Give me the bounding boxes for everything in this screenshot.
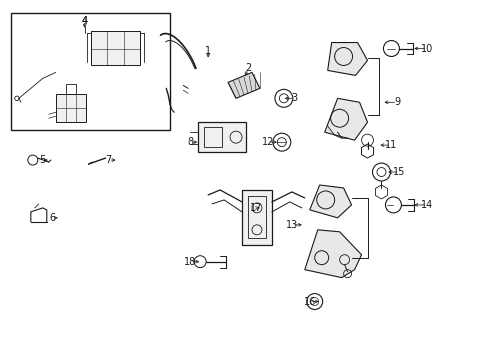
Text: 12: 12 [262, 137, 274, 147]
Bar [204, 127, 222, 147]
Text: 11: 11 [385, 140, 397, 150]
Text: 15: 15 [393, 167, 406, 177]
Text: 13: 13 [286, 220, 298, 230]
Text: 4: 4 [81, 15, 88, 26]
Bar [242, 190, 272, 245]
Text: 18: 18 [184, 257, 196, 267]
Bar [56, 94, 86, 122]
Text: 7: 7 [105, 155, 112, 165]
Text: 8: 8 [187, 137, 193, 147]
Text: 5: 5 [40, 155, 46, 165]
Text: 1: 1 [205, 45, 211, 55]
Polygon shape [328, 42, 368, 75]
Bar [66, 84, 75, 94]
Polygon shape [325, 98, 368, 140]
Text: 4: 4 [81, 15, 88, 26]
Text: 6: 6 [49, 213, 56, 223]
Polygon shape [305, 230, 362, 278]
Text: 14: 14 [421, 200, 434, 210]
Bar [11, 13, 171, 130]
Bar [248, 196, 266, 238]
Polygon shape [310, 185, 352, 218]
Text: 16: 16 [304, 297, 316, 306]
Text: 9: 9 [394, 97, 400, 107]
Bar [91, 31, 141, 66]
Bar [198, 122, 246, 152]
Polygon shape [228, 72, 260, 98]
Text: 3: 3 [292, 93, 298, 103]
Text: 10: 10 [421, 44, 434, 54]
Text: 2: 2 [245, 63, 251, 73]
Text: 17: 17 [250, 203, 262, 213]
